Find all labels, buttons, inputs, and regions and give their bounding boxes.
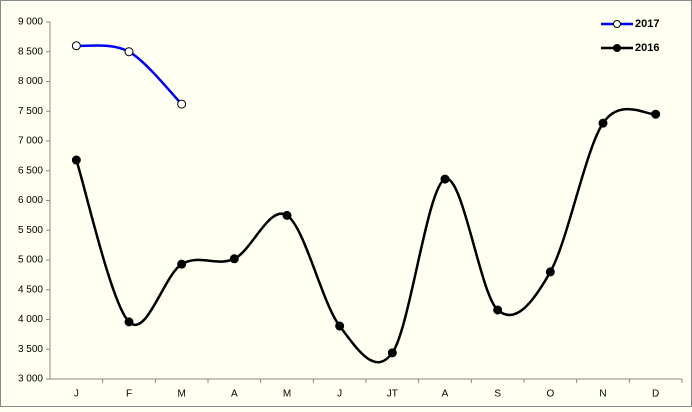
x-tick-label: JT: [387, 389, 398, 400]
y-tick-label: 5 500: [18, 225, 43, 236]
y-tick-label: 6 500: [18, 165, 43, 176]
x-tick-label: F: [126, 389, 132, 400]
y-tick-label: 4 000: [18, 314, 43, 325]
legend-label: 2017: [635, 18, 659, 30]
point: [387, 348, 397, 358]
y-tick-label: 5 000: [18, 255, 43, 266]
x-tick-label: M: [283, 389, 291, 400]
point: [177, 99, 187, 109]
y-tick-label: 7 500: [18, 106, 43, 117]
x-tick-label: S: [494, 389, 501, 400]
point: [71, 155, 81, 165]
legend-marker: [613, 20, 621, 28]
y-tick-label: 3 000: [18, 374, 43, 385]
y-tick-label: 4 500: [18, 284, 43, 295]
y-tick-label: 9 000: [18, 17, 43, 28]
x-tick-label: A: [231, 389, 238, 400]
x-tick-label: D: [652, 389, 659, 400]
y-tick-label: 7 000: [18, 136, 43, 147]
x-tick-label: J: [74, 389, 79, 400]
x-tick-label: A: [442, 389, 449, 400]
y-tick-label: 6 000: [18, 195, 43, 206]
series-line: [75, 107, 656, 364]
point: [545, 267, 555, 277]
point: [282, 210, 292, 220]
x-tick-label: M: [177, 389, 185, 400]
point: [598, 118, 608, 128]
point: [651, 109, 661, 119]
legend-marker: [613, 44, 621, 52]
point: [440, 174, 450, 184]
point: [124, 317, 134, 327]
legend-label: 2016: [635, 42, 659, 54]
x-tick-label: O: [546, 389, 554, 400]
point: [177, 259, 187, 269]
x-tick-label: N: [599, 389, 606, 400]
point: [71, 41, 81, 51]
y-tick-label: 8 000: [18, 76, 43, 87]
point: [229, 254, 239, 264]
y-tick-label: 3 500: [18, 344, 43, 355]
y-tick-label: 8 500: [18, 46, 43, 57]
x-tick-label: J: [337, 389, 342, 400]
point: [493, 305, 503, 315]
point: [335, 321, 345, 331]
point: [124, 47, 134, 57]
